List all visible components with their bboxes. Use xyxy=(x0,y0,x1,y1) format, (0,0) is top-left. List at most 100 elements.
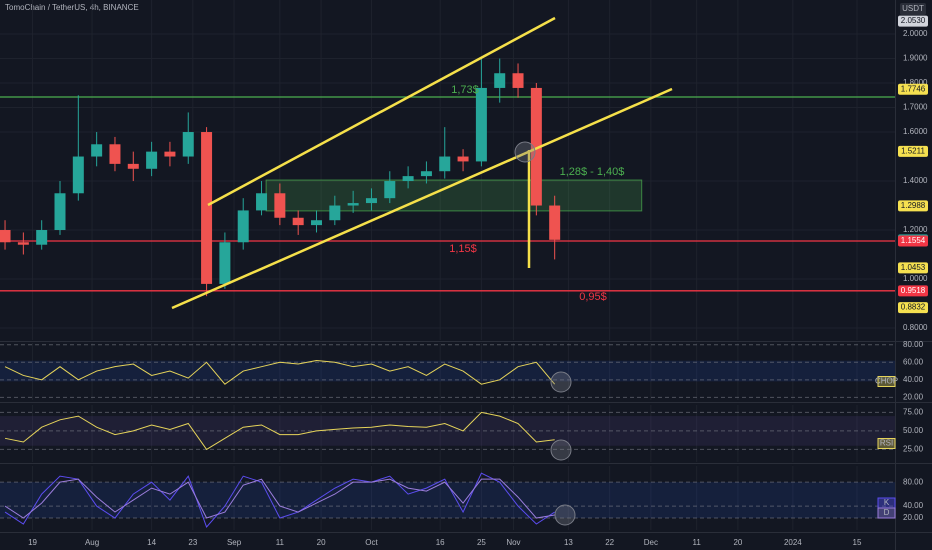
y-tick-label: 50.00 xyxy=(903,426,924,435)
candle-body xyxy=(109,144,121,164)
band xyxy=(0,482,895,519)
y-tick-label: 25.00 xyxy=(903,445,924,454)
candle-body xyxy=(17,242,29,245)
candle-body xyxy=(0,230,11,243)
legend-box xyxy=(877,438,896,449)
y-tick-label: 1.7000 xyxy=(903,103,928,112)
y-tick-label: 1.2000 xyxy=(903,225,928,234)
price-label: 1.1554 xyxy=(901,236,926,245)
indicator-line xyxy=(4,478,555,519)
price-label: 1.2988 xyxy=(901,201,926,210)
price-label: 1.0453 xyxy=(901,263,926,272)
x-tick-label: 11 xyxy=(276,538,285,547)
x-tick-label: Sep xyxy=(227,538,242,547)
x-tick-label: Aug xyxy=(85,538,99,547)
price-label: 1.5211 xyxy=(901,146,925,155)
candle-body xyxy=(549,205,561,240)
legend-label: K xyxy=(884,498,890,507)
candle-body xyxy=(347,203,359,206)
highlight-circle xyxy=(554,504,576,526)
chart-title: TomoChain / TetherUS, 4h, BINANCE xyxy=(5,3,139,12)
candle-body xyxy=(146,151,158,169)
x-tick-label: 19 xyxy=(28,538,37,547)
candle-body xyxy=(512,73,524,88)
annotation: 1,73$ xyxy=(451,84,479,96)
y-tick-label: 1.6000 xyxy=(903,127,928,136)
candle-body xyxy=(439,156,451,172)
candle-body xyxy=(54,193,66,231)
price-label-box xyxy=(898,285,928,297)
price-label-box xyxy=(898,302,928,314)
x-tick-label: Oct xyxy=(365,538,378,547)
candle-body xyxy=(329,205,341,221)
x-tick-label: 15 xyxy=(853,538,862,547)
candle-body xyxy=(530,87,542,206)
price-label: 1.7746 xyxy=(901,84,926,93)
annotation: 1,28$ - 1,40$ xyxy=(560,166,625,178)
candle-body xyxy=(292,217,304,226)
x-tick-label: 22 xyxy=(605,538,614,547)
legend-label: CHOP xyxy=(875,377,898,386)
price-label-box xyxy=(898,145,928,157)
candle-body xyxy=(365,198,377,204)
annotation: 0,95$ xyxy=(579,291,607,303)
x-tick-label: 14 xyxy=(147,538,156,547)
x-tick-label: Dec xyxy=(644,538,658,547)
y-tick-label: 40.00 xyxy=(903,375,924,384)
candle-body xyxy=(311,220,322,226)
x-tick-label: 20 xyxy=(317,538,326,547)
y-tick-label: 40.00 xyxy=(903,501,924,510)
candle-body xyxy=(494,73,506,88)
candle-body xyxy=(237,210,249,243)
y-tick-label: 80.00 xyxy=(903,340,924,349)
x-tick-label: 2024 xyxy=(784,538,802,547)
y-tick-label: 60.00 xyxy=(903,357,924,366)
y-tick-label: 20.00 xyxy=(903,392,924,401)
candle-body xyxy=(91,144,103,157)
x-tick-label: 20 xyxy=(733,538,742,547)
candle-body xyxy=(182,132,194,157)
price-label-box xyxy=(898,83,928,95)
y-tick-label: 1.9000 xyxy=(903,54,928,63)
y-tick-label: 1.4000 xyxy=(903,176,928,185)
x-tick-label: 13 xyxy=(564,538,573,547)
legend-box xyxy=(877,376,896,387)
legend-label: RSI xyxy=(880,439,893,448)
x-tick-label: 23 xyxy=(188,538,197,547)
candle-body xyxy=(72,156,84,194)
candle-body xyxy=(384,181,396,199)
plot xyxy=(0,0,895,530)
candle-body xyxy=(219,242,231,284)
candle-body xyxy=(201,132,213,284)
price-label: 2.0530 xyxy=(901,16,926,25)
y-tick-label: 80.00 xyxy=(903,477,924,486)
x-tick-label: 11 xyxy=(693,538,702,547)
band xyxy=(0,360,895,382)
candle-body xyxy=(457,156,469,162)
legend-box xyxy=(877,507,896,519)
price-label-box xyxy=(898,235,928,247)
candle-body xyxy=(274,193,286,218)
candle-body xyxy=(420,171,432,177)
candle-body xyxy=(164,151,176,157)
y-tick-label: 0.8000 xyxy=(903,323,928,332)
x-tick-label: 16 xyxy=(436,538,445,547)
price-label: 0.8832 xyxy=(901,303,926,312)
trendline xyxy=(171,87,673,310)
legend-label: D xyxy=(884,508,890,517)
candle-body xyxy=(127,163,139,169)
indicator-line xyxy=(4,472,555,528)
candle-body xyxy=(475,87,487,162)
y-tick-label: 1.8000 xyxy=(903,78,928,87)
indicator-line xyxy=(4,360,556,385)
highlight-circle xyxy=(550,371,572,393)
y-tick-label: 75.00 xyxy=(903,408,924,417)
candle-body xyxy=(402,176,414,182)
candle-body xyxy=(36,230,48,245)
indicator-line xyxy=(4,411,555,451)
highlight-circle xyxy=(550,439,572,461)
price-label-box xyxy=(898,15,928,27)
candle-body xyxy=(256,193,268,211)
